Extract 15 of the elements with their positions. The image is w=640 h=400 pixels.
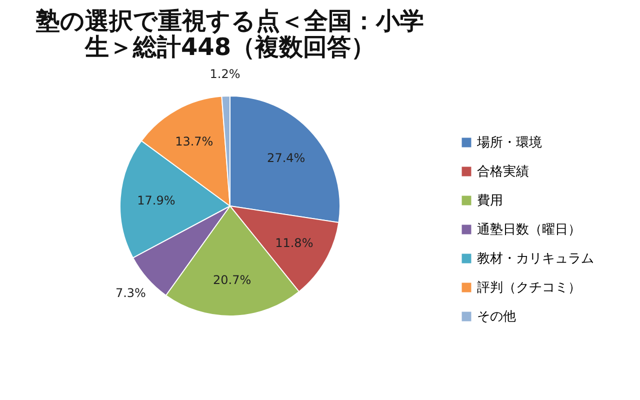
data-label: 11.8% (275, 236, 314, 250)
legend-label: その他 (477, 310, 516, 324)
data-label: 20.7% (213, 272, 252, 287)
data-label: 27.4% (267, 150, 306, 165)
data-label: 17.9% (137, 194, 176, 208)
legend-label: 費用 (477, 194, 503, 208)
legend-label: 場所・環境 (476, 134, 542, 150)
data-label: 7.3% (115, 286, 146, 300)
legend-label: 合格実績 (477, 164, 529, 180)
legend-label: 評判（クチコミ） (477, 280, 581, 296)
legend-label: 教材・カリキュラム (477, 252, 594, 266)
chart-title: 塾の選択で重視する点＜全国：小学生＞総計448（複数回答） (35, 7, 424, 61)
data-label: 1.2% (210, 67, 240, 82)
data-label: 13.7% (175, 134, 214, 148)
legend-label: 通塾日数（曜日） (477, 222, 581, 238)
